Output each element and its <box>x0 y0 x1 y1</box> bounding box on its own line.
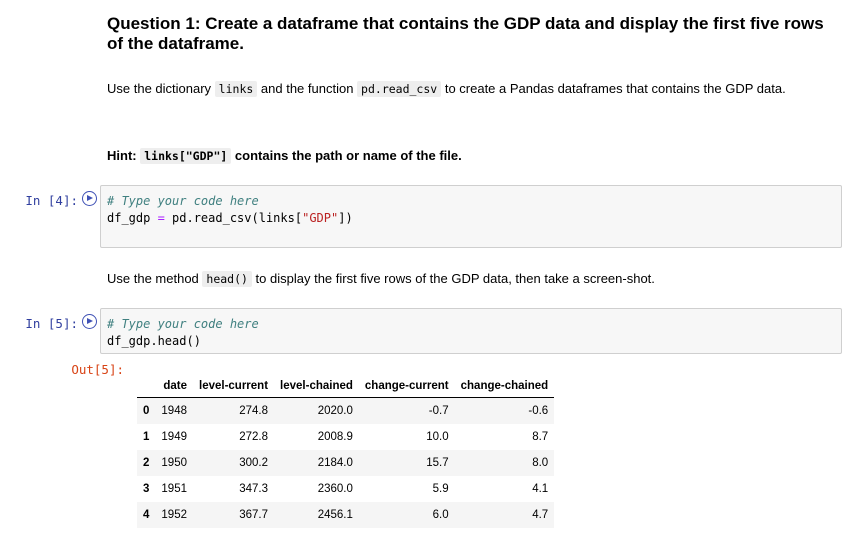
table-cell: 4.7 <box>532 509 549 521</box>
run-cell-icon <box>87 194 93 201</box>
table-cell: 347.3 <box>239 483 269 495</box>
row-index: 3 <box>143 483 150 495</box>
table-row: 2 1950 300.2 2184.0 15.7 8.0 <box>137 450 555 476</box>
cell-2-output-prompt: Out[5]: <box>71 362 124 377</box>
cell-1-run-button[interactable] <box>82 191 97 206</box>
table-cell: 5.9 <box>432 483 449 495</box>
cell-1-input-prompt: In [4]: <box>25 193 78 208</box>
table-row: 3 1951 347.3 2360.0 5.9 4.1 <box>137 476 554 502</box>
table-cell: 2360.0 <box>317 483 353 495</box>
inline-code-links: links <box>214 81 258 97</box>
code-comment: # Type your code here <box>107 317 259 331</box>
cell-2-code-editor[interactable]: # Type your code here df_gdp.head() <box>100 308 842 354</box>
table-row: 1 1949 272.8 2008.9 10.0 8.7 <box>137 424 554 450</box>
row-index: 1 <box>143 431 150 443</box>
table-cell: 2020.0 <box>317 405 353 417</box>
index-header <box>137 375 156 398</box>
column-header-level-current: level-current <box>193 375 275 398</box>
table-cell: 1948 <box>161 405 187 417</box>
table-cell: -0.6 <box>528 405 549 417</box>
table-cell: 8.0 <box>532 457 549 469</box>
table-cell: 8.7 <box>532 431 549 443</box>
row-index: 4 <box>143 509 150 521</box>
column-header-level-chained: level-chained <box>274 375 359 398</box>
table-cell: 1952 <box>161 509 187 521</box>
gdp-dataframe-table: date level-current level-chained change-… <box>137 375 555 528</box>
inline-code-read-csv: pd.read_csv <box>357 81 442 97</box>
cell-2-run-button[interactable] <box>82 314 97 329</box>
question-heading: Question 1: Create a dataframe that cont… <box>107 14 824 53</box>
code-comment: # Type your code here <box>107 194 259 208</box>
run-cell-icon <box>87 317 93 324</box>
table-row: 0 1948 274.8 2020.0 -0.7 -0.6 <box>137 397 555 424</box>
table-cell: 300.2 <box>239 457 269 469</box>
table-cell: 272.8 <box>239 431 269 443</box>
row-index: 0 <box>143 405 150 417</box>
table-row: 4 1952 367.7 2456.1 6.0 4.7 <box>137 502 555 528</box>
table-cell: 367.7 <box>239 509 269 521</box>
column-header-date: date <box>155 375 193 398</box>
hint-paragraph: Hint: links["GDP"] contains the path or … <box>107 148 462 164</box>
table-cell: 274.8 <box>239 405 269 417</box>
table-cell: 1951 <box>161 483 187 495</box>
table-cell: 1949 <box>161 431 187 443</box>
table-cell: 2184.0 <box>317 457 353 469</box>
table-cell: 6.0 <box>432 509 449 521</box>
table-header-row: date level-current level-chained change-… <box>137 375 555 398</box>
table-cell: 4.1 <box>532 483 549 495</box>
instruction-paragraph-2: Use the method head() to display the fir… <box>107 271 655 287</box>
table-cell: 2456.1 <box>317 509 353 521</box>
column-header-change-current: change-current <box>358 375 455 398</box>
table-cell: 10.0 <box>426 431 449 443</box>
code-line-read-csv: df_gdp = pd.read_csv(links["GDP"]) <box>107 211 353 225</box>
inline-code-head: head() <box>202 271 252 287</box>
table-cell: -0.7 <box>428 405 449 417</box>
cell-1-code-editor[interactable]: # Type your code here df_gdp = pd.read_c… <box>100 185 842 248</box>
instruction-paragraph-1: Use the dictionary links and the functio… <box>107 81 786 97</box>
code-line-head: df_gdp.head() <box>107 334 201 348</box>
table-cell: 1950 <box>161 457 187 469</box>
inline-code-links-gdp: links["GDP"] <box>140 148 232 164</box>
row-index: 2 <box>143 457 150 469</box>
cell-2-input-prompt: In [5]: <box>25 316 78 331</box>
column-header-change-chained: change-chained <box>454 375 555 398</box>
table-cell: 15.7 <box>426 457 449 469</box>
table-cell: 2008.9 <box>317 431 353 443</box>
